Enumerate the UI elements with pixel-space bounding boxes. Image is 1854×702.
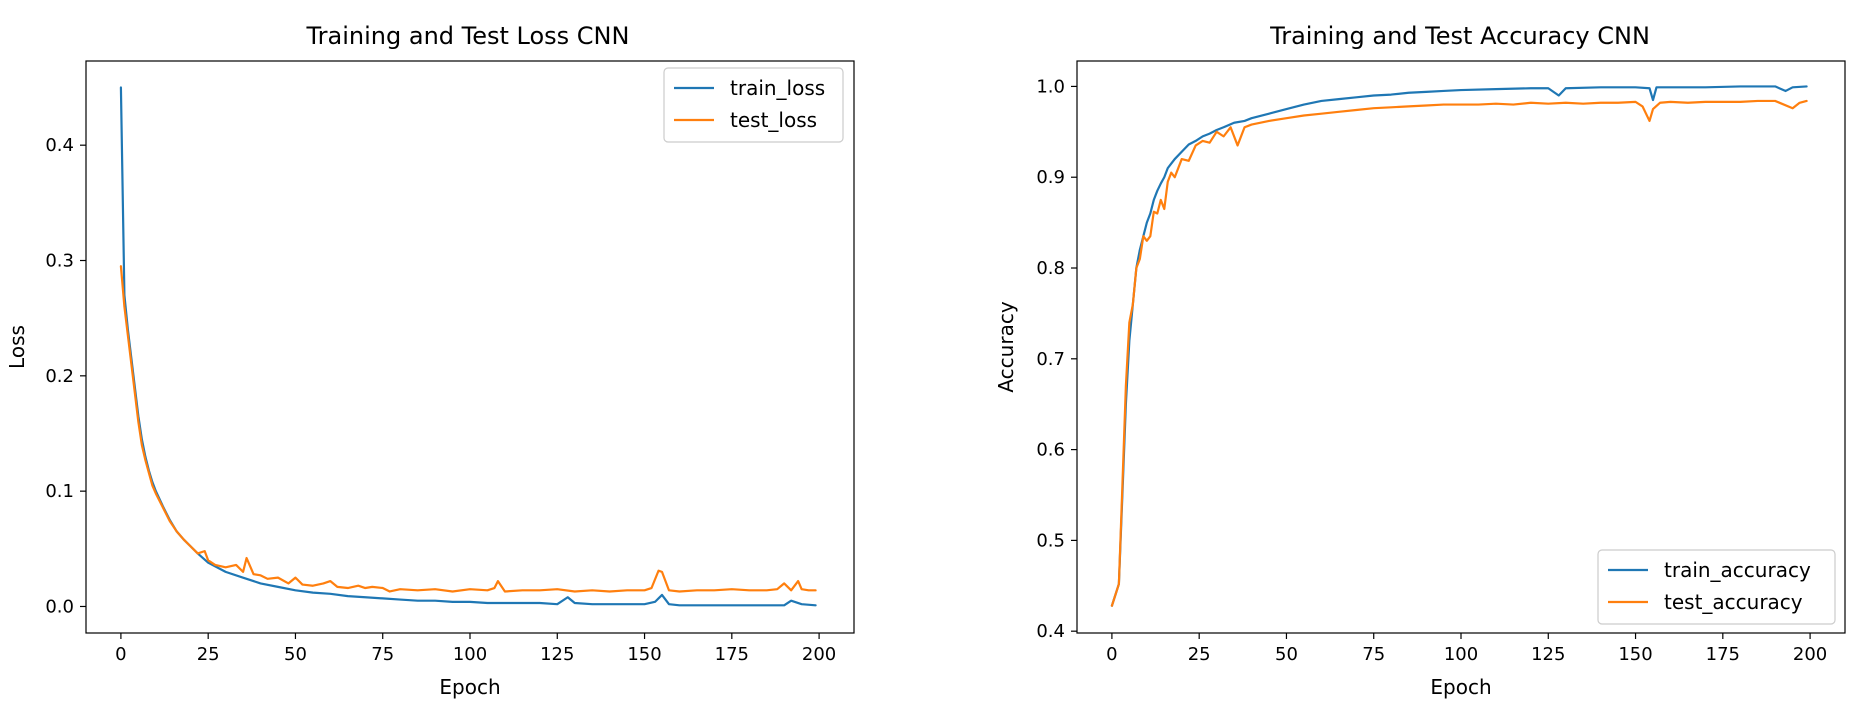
accuracy-x-tick-label: 75: [1362, 644, 1385, 665]
legend-label-test-accuracy: test_accuracy: [1664, 590, 1803, 614]
loss-y-tick-label: 0.4: [45, 135, 74, 156]
loss-y-tick-label: 0.0: [45, 596, 74, 617]
loss-x-tick-label: 0: [115, 644, 126, 665]
loss-chart-title: Training and Test Loss CNN: [306, 22, 630, 50]
accuracy-x-tick-label: 50: [1275, 644, 1298, 665]
accuracy-chart-plot-area: [1110, 85, 1808, 607]
accuracy-chart-y-ticks: 0.4 0.5 0.6 0.7 0.8 0.9 1.0: [1036, 76, 1077, 642]
series-line-train-loss: [119, 86, 817, 607]
accuracy-chart-x-ticks: 0 25 50 75 100 125 150 175 200: [1106, 633, 1827, 665]
series-line-test-loss: [119, 265, 817, 593]
legend-label-train-accuracy: train_accuracy: [1664, 558, 1811, 582]
loss-x-tick-label: 50: [284, 644, 307, 665]
accuracy-y-tick-label: 0.9: [1036, 167, 1065, 188]
loss-chart-x-axis-label: Epoch: [439, 675, 500, 699]
accuracy-y-tick-label: 0.6: [1036, 440, 1065, 461]
accuracy-y-tick-label: 0.8: [1036, 258, 1065, 279]
accuracy-x-tick-label: 175: [1706, 644, 1740, 665]
accuracy-x-tick-label: 0: [1106, 644, 1117, 665]
loss-x-tick-label: 200: [802, 644, 836, 665]
loss-legend-box: [663, 67, 844, 143]
accuracy-y-tick-label: 0.4: [1036, 621, 1065, 642]
legend-label-train-loss: train_loss: [730, 76, 825, 100]
accuracy-chart: Training and Test Accuracy CNN 0 25 50 75 10…: [994, 22, 1846, 699]
loss-y-tick-label: 0.1: [45, 481, 74, 502]
accuracy-chart-y-axis-label: Accuracy: [994, 301, 1018, 392]
loss-chart: Training and Test Loss CNN 0 25 50 75 100 125…: [5, 22, 855, 699]
loss-y-tick-label: 0.2: [45, 366, 74, 387]
loss-chart-plot-area: [119, 86, 817, 607]
loss-x-tick-label: 75: [371, 644, 394, 665]
accuracy-chart-x-axis-label: Epoch: [1430, 675, 1491, 699]
accuracy-x-tick-label: 150: [1618, 644, 1652, 665]
accuracy-legend-box: [1597, 549, 1836, 625]
accuracy-chart-title: Training and Test Accuracy CNN: [1269, 22, 1650, 50]
loss-x-tick-label: 100: [453, 644, 487, 665]
loss-chart-y-ticks: 0.0 0.1 0.2 0.3 0.4: [45, 135, 86, 617]
loss-chart-y-axis-label: Loss: [5, 325, 29, 369]
loss-chart-legend: train_loss test_loss: [663, 67, 844, 143]
accuracy-x-tick-label: 200: [1793, 644, 1827, 665]
series-line-test-accuracy: [1110, 99, 1808, 607]
loss-x-tick-label: 150: [627, 644, 661, 665]
accuracy-x-tick-label: 25: [1188, 644, 1211, 665]
accuracy-y-tick-label: 0.5: [1036, 530, 1065, 551]
loss-y-tick-label: 0.3: [45, 251, 74, 272]
accuracy-y-tick-label: 0.7: [1036, 349, 1065, 370]
loss-x-tick-label: 125: [540, 644, 574, 665]
loss-chart-x-ticks: 0 25 50 75 100 125 150 175 200: [115, 633, 836, 665]
accuracy-x-tick-label: 125: [1531, 644, 1565, 665]
accuracy-x-tick-label: 100: [1444, 644, 1478, 665]
loss-x-tick-label: 25: [197, 644, 220, 665]
accuracy-chart-legend: train_accuracy test_accuracy: [1597, 549, 1836, 625]
accuracy-y-tick-label: 1.0: [1036, 76, 1065, 97]
legend-label-test-loss: test_loss: [730, 108, 817, 132]
series-line-train-accuracy: [1110, 85, 1808, 607]
loss-x-tick-label: 175: [715, 644, 749, 665]
